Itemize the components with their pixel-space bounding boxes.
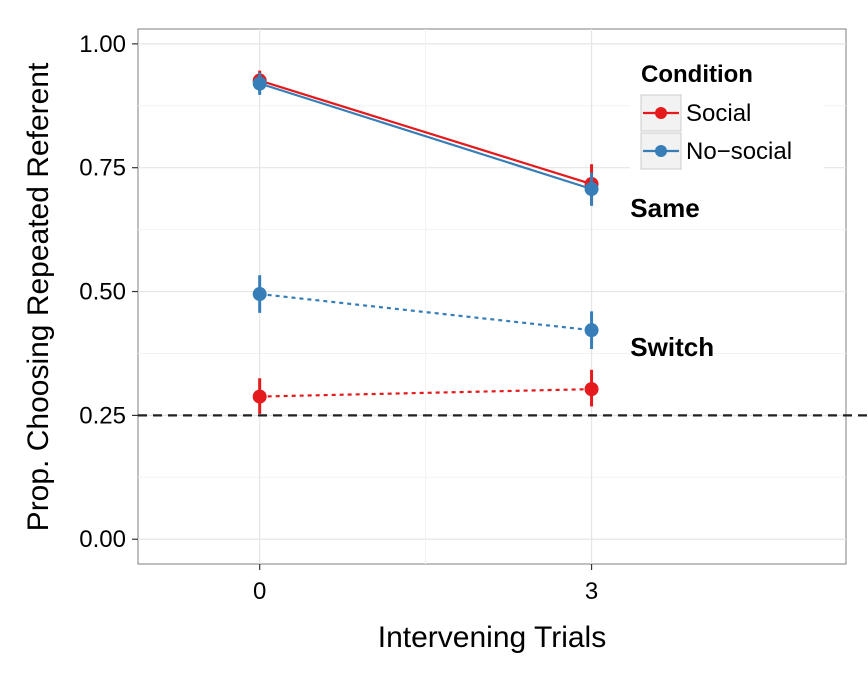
data-point [584,182,599,197]
legend-title: Condition [641,61,753,88]
y-tick-label: 0.00 [79,526,126,553]
data-point [584,382,599,397]
y-tick-label: 0.75 [79,155,126,182]
data-point [252,389,267,404]
series [252,369,599,414]
x-tick-label: 0 [253,578,266,605]
y-axis: 0.00 0.25 0.50 0.75 1.00 [79,31,138,553]
x-tick-label: 3 [585,578,598,605]
series-line [259,82,592,191]
data-point [252,76,267,91]
series-line [259,79,592,186]
y-tick-label: 0.25 [79,402,126,429]
series [252,275,599,350]
group-annotation: Switch [630,332,714,362]
legend-key-point [655,145,667,157]
x-axis-title: Intervening Trials [378,621,606,654]
legend-label: Social [686,100,751,127]
annotations: Same Switch [630,193,714,362]
group-annotation: Same [630,193,699,223]
series [252,72,599,206]
y-axis-title: Prop. Choosing Repeated Referent [22,62,55,531]
series-group [252,70,599,414]
legend-key-point [655,107,667,119]
legend-entries: Social No−social [640,94,792,170]
y-tick-label: 1.00 [79,31,126,58]
legend: Condition Social No−social [630,55,824,183]
data-point [584,323,599,338]
y-tick-label: 0.50 [79,279,126,306]
data-point [252,287,267,302]
legend-label: No−social [686,138,792,165]
